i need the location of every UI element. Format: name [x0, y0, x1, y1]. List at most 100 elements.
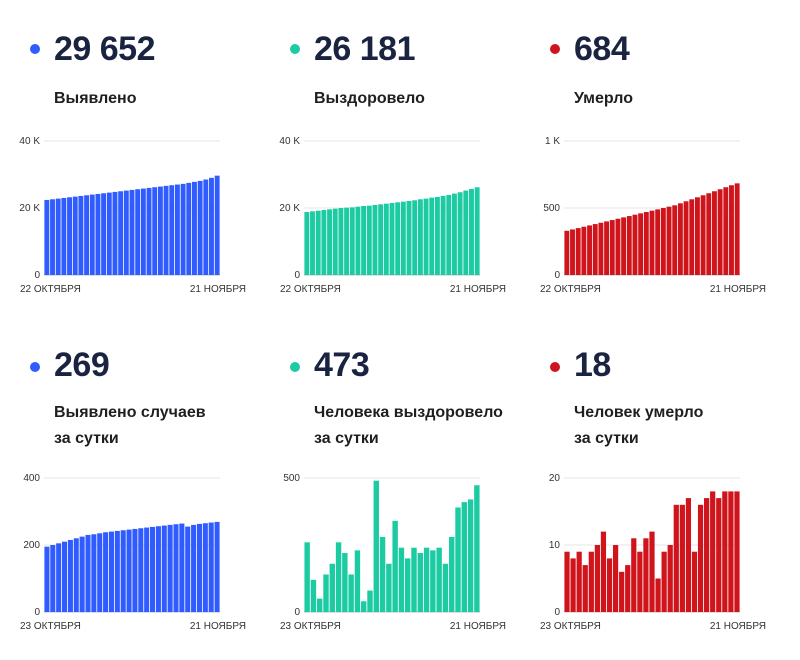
bar [679, 504, 685, 612]
died-label: Умерло [574, 90, 633, 107]
bar [163, 185, 169, 275]
daily-died-label-line2: за сутки [574, 430, 639, 447]
bar [361, 205, 367, 275]
bar [412, 200, 418, 275]
bar [146, 187, 152, 275]
bar [655, 209, 661, 275]
bar [661, 551, 667, 612]
bar [321, 210, 327, 275]
x-start-label: 23 ОКТЯБРЯ [20, 621, 81, 632]
bar [179, 523, 185, 612]
daily-detected-dot-icon [30, 362, 40, 372]
panel-daily-died: 18 Человек умерло за сутки 0 10 20 23 ОКТЯБ… [540, 340, 800, 660]
bar [327, 209, 332, 275]
bar [129, 189, 135, 275]
bar [436, 547, 442, 612]
bar [655, 578, 661, 612]
bar [598, 222, 604, 275]
bar [638, 213, 644, 275]
bar [135, 189, 141, 275]
bar [155, 526, 161, 612]
bar [619, 571, 625, 612]
bar [95, 193, 101, 275]
bar [461, 502, 467, 612]
y-tick-label: 20 [549, 473, 561, 484]
bar [429, 197, 435, 275]
bar [615, 218, 621, 275]
recovered-value: 26 181 [314, 30, 416, 68]
bar [67, 539, 73, 612]
bar [625, 565, 631, 612]
bar [310, 579, 317, 612]
y-tick-label: 200 [23, 540, 40, 551]
bar [85, 534, 91, 612]
bar [373, 480, 379, 612]
bar [463, 190, 469, 275]
y-tick-label: 500 [543, 203, 560, 214]
recovered-label: Выздоровело [314, 90, 425, 107]
bar [112, 191, 118, 275]
bar [729, 185, 734, 275]
bar [570, 558, 576, 612]
bar [581, 226, 587, 275]
x-start-label: 22 ОКТЯБРЯ [540, 284, 601, 295]
daily-detected-label-line2: за сутки [54, 430, 119, 447]
x-end-label: 21 НОЯБРЯ [190, 284, 246, 295]
bar [55, 198, 61, 275]
bar [576, 551, 582, 612]
bar [174, 184, 180, 275]
bar [575, 228, 581, 275]
bar [398, 547, 405, 612]
y-tick-label: 1 K [545, 136, 560, 147]
daily-recovered-label-line1: Человека выздоровело [314, 404, 503, 421]
x-start-label: 23 ОКТЯБРЯ [540, 621, 601, 632]
bar [214, 175, 220, 275]
bar [672, 205, 678, 275]
bar [712, 191, 717, 275]
bar [349, 207, 355, 275]
x-end-label: 21 НОЯБРЯ [190, 621, 246, 632]
bar [588, 551, 594, 612]
y-tick-label: 40 K [19, 136, 40, 147]
bar [50, 545, 56, 612]
bar [649, 531, 655, 612]
bar [56, 543, 62, 612]
panel-died: 684 Умерло 0 500 1 K 22 ОКТЯБРЯ 21 НОЯБРЯ [540, 20, 800, 340]
bar [704, 498, 710, 612]
bar [400, 201, 406, 275]
bar [72, 196, 78, 275]
bar [392, 520, 398, 612]
bar [706, 193, 712, 275]
daily-died-value: 18 [574, 346, 611, 384]
bar [717, 189, 723, 275]
bar [84, 195, 90, 275]
bar [649, 210, 655, 275]
bar [666, 206, 672, 275]
bar [101, 193, 107, 275]
bar [338, 208, 344, 275]
bar [564, 551, 570, 612]
bar [140, 188, 146, 275]
bar [366, 205, 372, 275]
bar [609, 220, 615, 275]
bar [152, 187, 158, 275]
panel-daily-detected: 269 Выявлено случаев за сутки 0 200 400 23 … [20, 340, 280, 660]
bar [722, 491, 728, 612]
bar [612, 545, 619, 612]
detected-label: Выявлено [54, 90, 137, 107]
detected-dot-icon [30, 44, 40, 54]
bar [103, 532, 109, 612]
bar [120, 530, 126, 612]
daily-recovered-dot-icon [290, 362, 300, 372]
bar [440, 195, 446, 275]
detected-value: 29 652 [54, 30, 156, 68]
died-dot-icon [550, 44, 560, 54]
bar [335, 542, 342, 612]
bar [677, 203, 683, 275]
bar [191, 524, 197, 612]
bar [587, 225, 592, 275]
bar [78, 195, 84, 275]
panel-daily-recovered: 473 Человека выздоровело за сутки 0 500 23… [280, 340, 540, 660]
x-start-label: 22 ОКТЯБРЯ [20, 284, 81, 295]
bar [361, 601, 367, 612]
